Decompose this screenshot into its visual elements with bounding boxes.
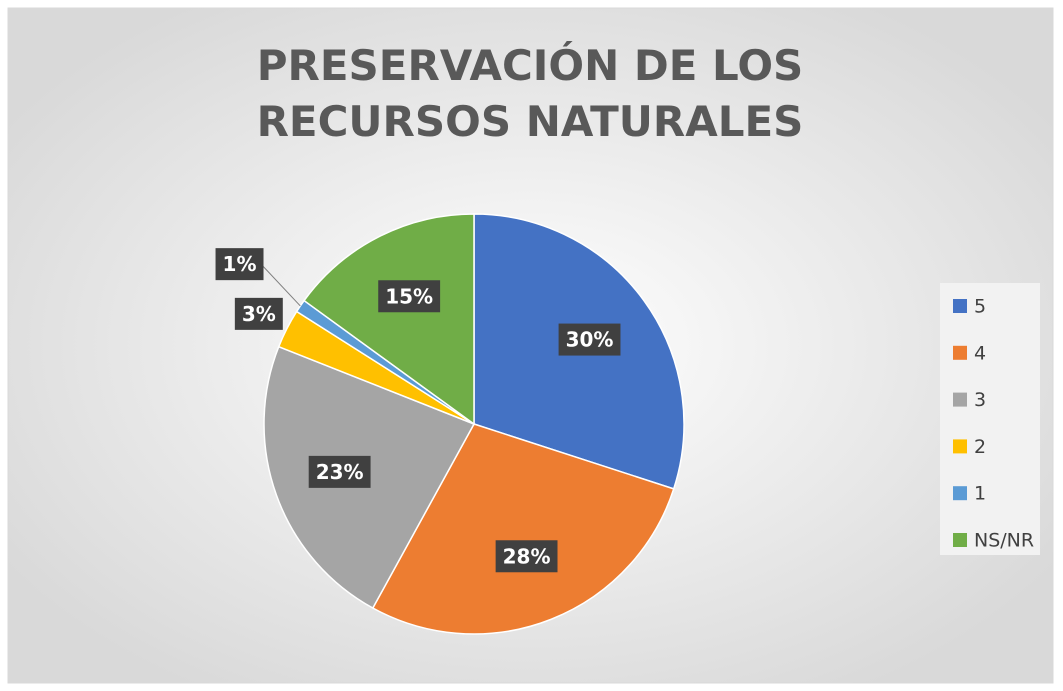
legend-swatch (953, 392, 967, 407)
data-label-box (558, 323, 621, 356)
legend-swatch (953, 533, 967, 547)
legend-swatch (953, 439, 967, 454)
legend-swatch (953, 486, 967, 501)
data-label-box (378, 280, 441, 313)
legend-label: 4 (974, 342, 986, 364)
legend-label: 2 (974, 436, 986, 458)
chart-title: PRESERVACIÓN DE LOS RECURSOS NATURALES (256, 41, 804, 146)
legend-swatch (953, 299, 967, 313)
data-label: 23% (316, 460, 364, 484)
pie-slice (371, 423, 675, 635)
data-label: 30% (566, 328, 614, 352)
data-label: 1% (223, 252, 257, 276)
legend-label: 5 (974, 296, 986, 318)
data-label-box (308, 455, 371, 488)
data-label-box (215, 248, 264, 281)
data-label: 15% (385, 284, 433, 308)
legend-swatch (953, 345, 967, 360)
data-label-box (234, 297, 283, 330)
legend-label: NS/NR (974, 530, 1034, 552)
data-label: 3% (242, 302, 276, 326)
data-label: 28% (503, 544, 551, 568)
legend-box (940, 283, 1040, 555)
legend-label: 1 (974, 483, 986, 505)
data-label-box (495, 540, 558, 573)
legend-label: 3 (974, 389, 986, 411)
pie-slice (303, 213, 475, 426)
